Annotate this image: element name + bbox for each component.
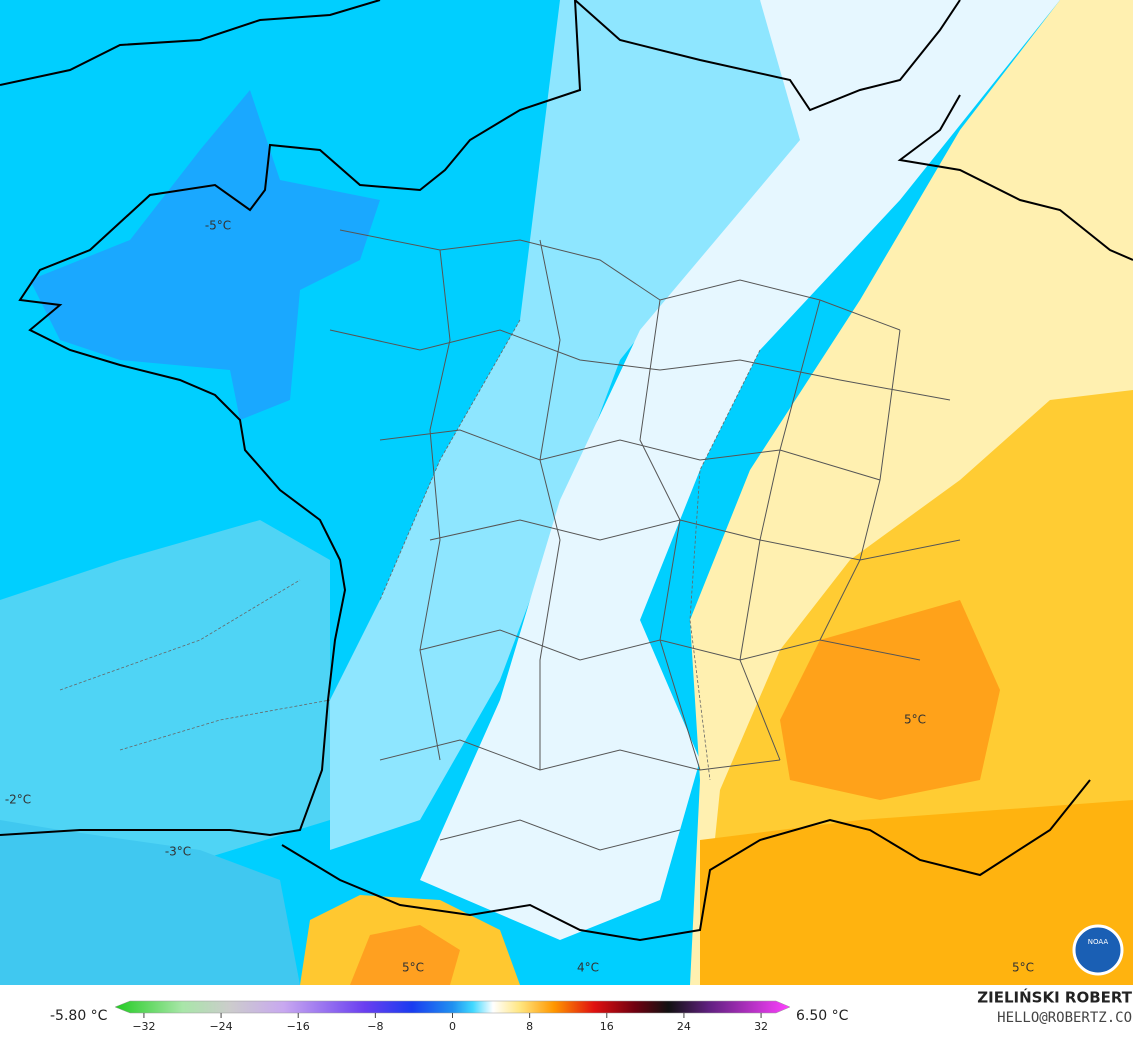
temperature-label: 5°C	[402, 961, 424, 975]
colorbar: -5.80 °C 6.50 °C −32 −24 −16 −8 0 8 16 24 32	[50, 1000, 849, 1033]
colorbar-tick-label: 8	[526, 1020, 533, 1033]
zone-near-zero	[420, 0, 1060, 940]
colorbar-tick-label: 24	[677, 1020, 691, 1033]
zone-mild-blue	[330, 0, 820, 850]
map	[0, 0, 1133, 985]
noaa-logo: NOAA	[1072, 924, 1124, 976]
temperature-label: 5°C	[904, 713, 926, 727]
temperature-label: 5°C	[1012, 961, 1034, 975]
coastline-borders	[0, 0, 1133, 942]
temperature-label: -3°C	[165, 845, 191, 859]
colorbar-tick-label: 32	[754, 1020, 768, 1033]
colorbar-scale	[114, 1000, 791, 1014]
colorbar-max: 6.50 °C	[796, 1008, 849, 1024]
temperature-label: -2°C	[5, 793, 31, 807]
logo-circle	[1072, 924, 1124, 976]
colorbar-tick-label: −8	[367, 1020, 383, 1033]
temperature-label: -5°C	[205, 219, 231, 233]
colorbar-tick-label: −32	[132, 1020, 155, 1033]
colorbar-min: -5.80 °C	[50, 1008, 108, 1024]
zone-iberia-cool	[0, 820, 300, 985]
credit-email: HELLO@ROBERTZ.CO	[997, 1010, 1132, 1026]
colorbar-tick-label: −16	[287, 1020, 310, 1033]
zone-spain-hot	[350, 925, 460, 985]
colorbar-ticks: −32 −24 −16 −8 0 8 16 24 32	[132, 1013, 768, 1033]
map-labels: -5°C 5°C 5°C 4°C 5°C -2°C -3°C	[5, 219, 1034, 975]
zone-cool	[0, 520, 330, 880]
colorbar-tick-label: −24	[209, 1020, 232, 1033]
temperature-label: 4°C	[577, 961, 599, 975]
zone-hot	[780, 600, 1000, 800]
zone-cold	[30, 90, 380, 420]
credit-author: ZIELIŃSKI ROBERT	[977, 988, 1132, 1007]
colorbar-tick-label: 16	[600, 1020, 614, 1033]
logo-text: NOAA	[1088, 938, 1109, 946]
department-borders	[329, 229, 961, 851]
colorbar-tick-label: 0	[449, 1020, 456, 1033]
